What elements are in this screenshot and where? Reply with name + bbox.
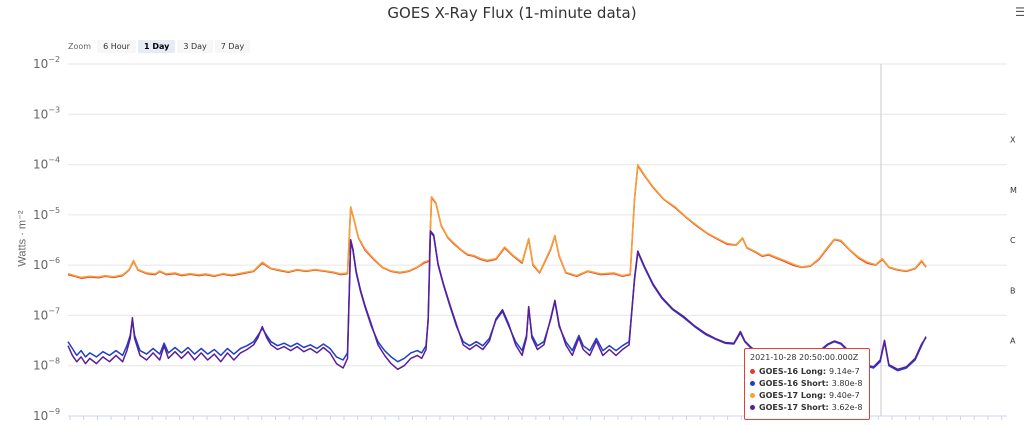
tooltip-series-name: GOES-17 Short: — [759, 402, 829, 412]
tooltip: 2021-10-28 20:50:00.000Z GOES-16 Long: 9… — [744, 348, 870, 420]
tooltip-row: GOES-16 Short: 3.80e-8 — [750, 377, 864, 389]
tooltip-series-name: GOES-16 Long: — [759, 366, 827, 376]
series-line-goes-17-long — [67, 163, 927, 279]
zoom-7-day-button[interactable]: 7 Day — [214, 39, 251, 53]
y-tick-label: 10−9 — [33, 407, 60, 423]
flare-class-label: A — [1010, 337, 1016, 346]
y-tick-label: 10−7 — [33, 306, 60, 322]
y-tick-label: 10−6 — [33, 256, 60, 272]
zoom-1-day-button[interactable]: 1 Day — [137, 39, 176, 53]
tooltip-series-value: 9.40e-7 — [829, 390, 860, 400]
zoom-bar: Zoom 6 Hour 1 Day 3 Day 7 Day — [68, 39, 252, 53]
flare-class-labels: X M C B A — [1010, 136, 1017, 346]
y-axis-ticks: 10−2 10−3 10−4 10−5 10−6 10−7 10−8 10−9 — [33, 55, 60, 423]
tooltip-series-value: 3.80e-8 — [831, 378, 863, 388]
zoom-6-hour-button[interactable]: 6 Hour — [97, 39, 136, 53]
y-tick-label: 10−2 — [33, 55, 60, 71]
tooltip-time: 2021-10-28 20:50:00.000Z — [750, 353, 859, 362]
tooltip-series-value: 9.14e-7 — [829, 366, 860, 376]
series-marker-icon — [750, 368, 755, 374]
y-tick-label: 10−8 — [33, 357, 60, 373]
tooltip-row: GOES-16 Long: 9.14e-7 — [750, 365, 864, 377]
series-marker-icon — [750, 404, 755, 410]
flare-class-label: X — [1010, 136, 1016, 145]
flare-class-label: C — [1010, 236, 1016, 245]
zoom-label: Zoom — [68, 41, 92, 51]
chart-title: GOES X-Ray Flux (1-minute data) — [387, 4, 637, 22]
y-tick-label: 10−4 — [33, 156, 60, 172]
series-lines — [67, 163, 927, 372]
tooltip-series-name: GOES-16 Short: — [759, 378, 829, 388]
zoom-3-day-button[interactable]: 3 Day — [177, 39, 213, 53]
flare-class-label: M — [1010, 186, 1017, 195]
series-line-goes-16-long — [67, 164, 927, 279]
tooltip-series-value: 3.62e-8 — [831, 402, 863, 412]
y-tick-label: 10−5 — [33, 206, 60, 222]
tooltip-row: GOES-17 Long: 9.40e-7 — [750, 389, 864, 401]
series-marker-icon — [750, 392, 755, 398]
series-marker-icon — [750, 380, 755, 386]
hamburger-menu-icon[interactable]: ☰ — [1015, 5, 1024, 19]
y-tick-label: 10−3 — [33, 105, 60, 121]
tooltip-series-name: GOES-17 Long: — [759, 390, 827, 400]
flare-class-label: B — [1010, 286, 1016, 295]
tooltip-row: GOES-17 Short: 3.62e-8 — [750, 401, 864, 413]
